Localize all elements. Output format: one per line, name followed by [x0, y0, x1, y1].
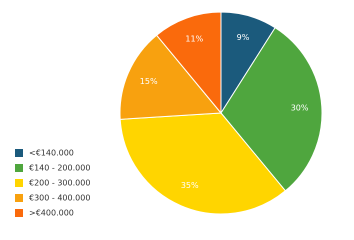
slice-label: 9% — [237, 33, 250, 42]
pie-slice — [119, 34, 223, 120]
legend-swatch — [15, 194, 23, 202]
legend-swatch — [15, 179, 23, 187]
slice-label: 35% — [181, 181, 199, 190]
pie-slice — [119, 112, 287, 215]
chart: 9% 30% 35% 15% 11% <€140.000 €140 - 200.000 €20… — [15, 11, 323, 218]
legend-label: >€400.000 — [29, 209, 74, 218]
legend-label: <€140.000 — [29, 149, 74, 158]
legend-swatch — [15, 164, 23, 172]
legend-swatch — [15, 209, 23, 217]
slice-label: 30% — [291, 104, 309, 113]
legend-label: €140 - 200.000 — [29, 164, 90, 173]
legend-label: €200 - 300.000 — [29, 179, 90, 188]
pie-slice — [155, 11, 222, 115]
slice-label: 11% — [185, 34, 203, 43]
pie-slice — [220, 27, 323, 192]
legend-label: €300 - 400.000 — [29, 194, 90, 203]
legend-swatch — [15, 149, 23, 157]
slice-label: 15% — [140, 77, 158, 86]
